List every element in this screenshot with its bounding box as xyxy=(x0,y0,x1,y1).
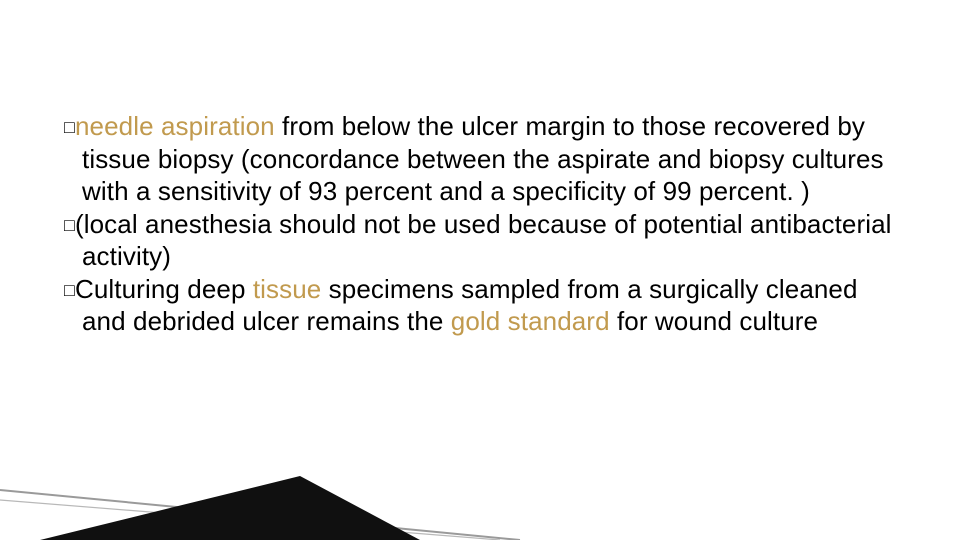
bullet-marker-icon: □ xyxy=(64,215,75,235)
bullet-item: □needle aspiration from below the ulcer … xyxy=(64,110,896,208)
text-run: for wound culture xyxy=(617,306,818,336)
text-run-highlight: aspiration xyxy=(161,111,275,141)
text-run-highlight: gold standard xyxy=(451,306,617,336)
bullet-marker-icon: □ xyxy=(64,280,75,300)
bullet-marker-icon: □ xyxy=(64,117,75,137)
wedge-dark-triangle xyxy=(40,476,420,540)
text-run-highlight: needle xyxy=(75,111,154,141)
bullet-item: □(local anesthesia should not be used be… xyxy=(64,208,896,273)
text-run-highlight: tissue xyxy=(253,274,322,304)
bullet-item: □Culturing deep tissue specimens sampled… xyxy=(64,273,896,338)
text-run: (local anesthesia should not be used bec… xyxy=(75,209,892,272)
slide-text-content: □needle aspiration from below the ulcer … xyxy=(64,110,896,338)
wedge-grey-line-bottom xyxy=(0,500,500,540)
wedge-grey-line-top xyxy=(0,490,520,540)
decorative-wedge xyxy=(0,400,960,540)
text-run xyxy=(154,111,161,141)
text-run: Culturing deep xyxy=(75,274,253,304)
